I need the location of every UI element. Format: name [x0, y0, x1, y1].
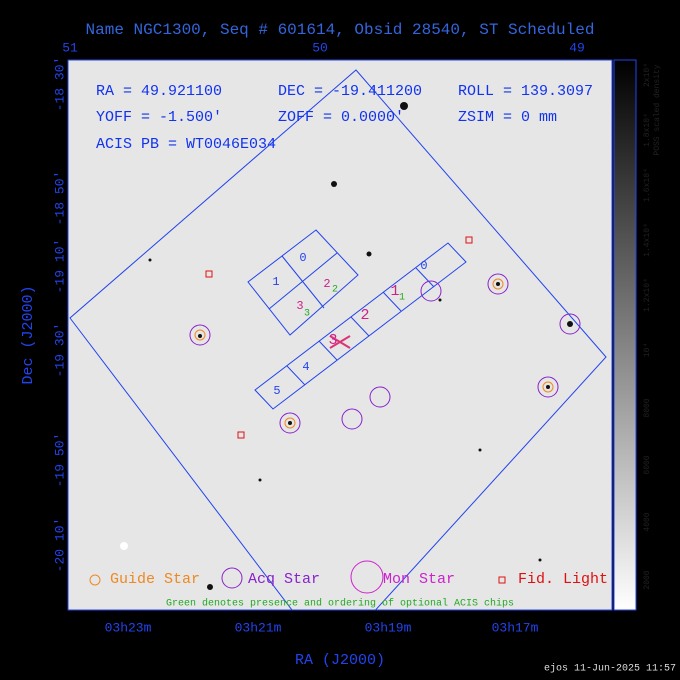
legend-label: Mon Star [383, 571, 455, 588]
top-tick-label: 49 [569, 40, 585, 55]
colorbar-tick-label: 2x10⁴ [643, 63, 652, 87]
i-chip-label: 0 [299, 251, 306, 265]
colorbar-tick-label: 1.6x10⁴ [643, 168, 652, 202]
plot-frame [67, 59, 613, 611]
top-tick-label: 51 [62, 40, 78, 55]
left-tick-label: -20 10' [52, 518, 67, 573]
optional-chip-label: 1 [399, 293, 405, 304]
s-chip-label: 1 [390, 283, 399, 300]
info-line: RA = 49.921100 [96, 83, 222, 100]
colorbar-tick-label: 8000 [643, 398, 652, 417]
bottom-tick-label: 03h19m [365, 620, 412, 635]
info-line: DEC = -19.411200 [278, 83, 422, 100]
s-chip-label: 0 [420, 259, 427, 273]
acis-outline [69, 69, 607, 610]
i-chip-label: 2 [323, 277, 330, 291]
colorbar-title: POSS scaled density [653, 64, 662, 155]
footer: ejos 11-Jun-2025 11:57 [544, 663, 676, 675]
i-chip-label: 3 [296, 299, 303, 313]
optional-chip-label: 2 [332, 285, 338, 296]
optional-chip-label: 3 [304, 309, 310, 320]
title: Name NGC1300, Seq # 601614, Obsid 28540,… [86, 21, 595, 39]
sky-image [68, 60, 612, 610]
colorbar-tick-label: 2000 [643, 570, 652, 589]
colorbar [613, 59, 637, 611]
markers [89, 236, 581, 594]
colorbar-tick-label: 6000 [643, 455, 652, 474]
bottom-tick-label: 03h23m [105, 620, 152, 635]
x-axis-title: RA (J2000) [295, 652, 385, 669]
colorbar-tick-label: 4000 [643, 512, 652, 531]
info-line: ZOFF = 0.0000' [278, 109, 404, 126]
y-axis-title: Dec (J2000) [20, 285, 37, 384]
note: Green denotes presence and ordering of o… [166, 598, 514, 610]
colorbar-tick-label: 10⁴ [643, 343, 652, 357]
top-tick-label: 50 [312, 40, 328, 55]
legend-label: Acq Star [248, 571, 320, 588]
info-line: YOFF = -1.500' [96, 109, 222, 126]
left-tick-label: -19 50' [52, 433, 67, 488]
left-tick-label: -18 50' [52, 171, 67, 226]
s-chip-label: 3 [328, 332, 337, 349]
info-line: ACIS PB = WT0046E034 [96, 136, 276, 153]
colorbar-tick-label: 1.8x10⁴ [643, 113, 652, 147]
left-tick-label: -19 10' [52, 239, 67, 294]
left-tick-label: -19 30' [52, 323, 67, 378]
bottom-tick-label: 03h17m [492, 620, 539, 635]
colorbar-tick-label: 1.2x10⁴ [643, 278, 652, 312]
legend-label: Guide Star [110, 571, 200, 588]
info-line: ZSIM = 0 mm [458, 109, 557, 126]
left-tick-label: -18 30' [52, 57, 67, 112]
s-chip-label: 4 [302, 360, 309, 374]
s-chip-label: 5 [273, 384, 280, 398]
colorbar-tick-label: 1.4x10⁴ [643, 223, 652, 257]
bottom-tick-label: 03h21m [235, 620, 282, 635]
legend-label: Fid. Light [518, 571, 608, 588]
info-line: ROLL = 139.3097 [458, 83, 593, 100]
s-chip-label: 2 [360, 307, 369, 324]
i-chip-label: 1 [272, 275, 279, 289]
stars [120, 102, 573, 590]
